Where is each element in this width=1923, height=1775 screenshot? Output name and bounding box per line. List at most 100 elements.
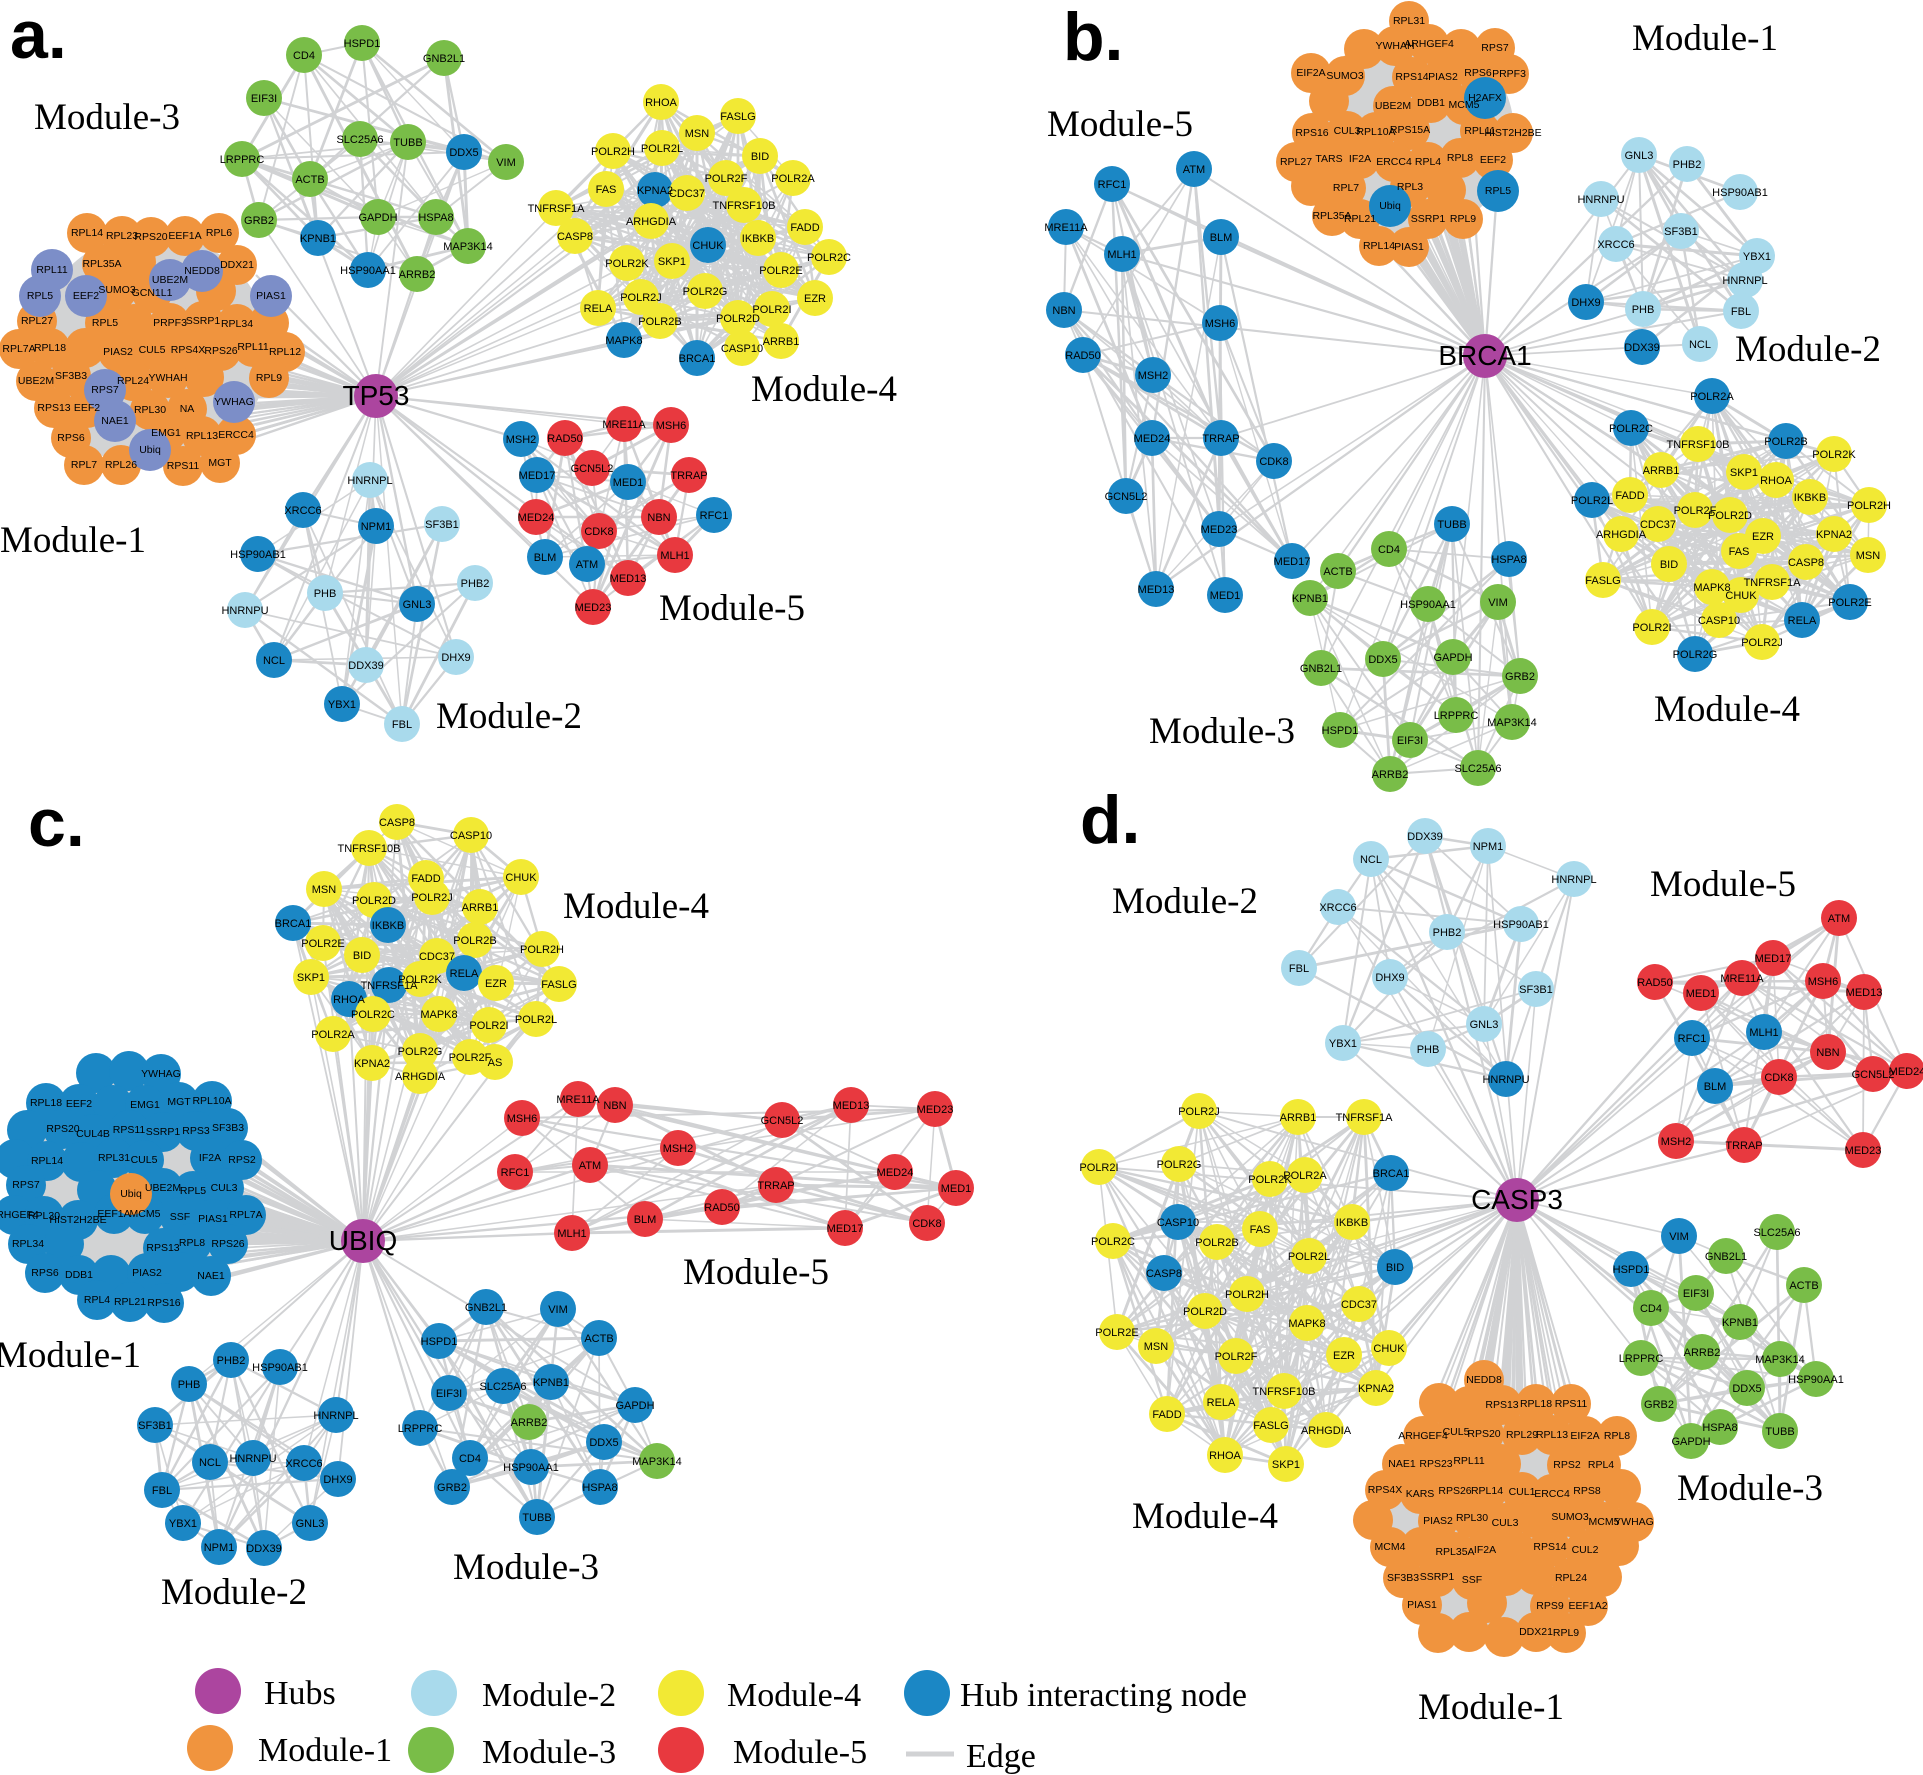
svg-text:GNL3: GNL3 <box>296 1518 325 1530</box>
svg-text:RPL8: RPL8 <box>1604 1430 1630 1442</box>
svg-text:RPS16: RPS16 <box>147 1297 180 1309</box>
svg-text:RPL35A: RPL35A <box>1312 210 1351 222</box>
svg-text:POLR2G: POLR2G <box>1157 1159 1202 1171</box>
svg-text:CASP3: CASP3 <box>1471 1184 1563 1215</box>
svg-text:PIAS2: PIAS2 <box>1423 1515 1453 1527</box>
svg-text:Module-2: Module-2 <box>482 1677 616 1714</box>
svg-text:Module-3: Module-3 <box>1677 1468 1823 1509</box>
svg-text:POLR2A: POLR2A <box>771 173 815 185</box>
svg-text:Ubiq: Ubiq <box>1379 200 1401 212</box>
svg-text:MGT: MGT <box>167 1096 191 1108</box>
svg-text:SSRP1: SSRP1 <box>146 1126 181 1138</box>
svg-text:ARRB2: ARRB2 <box>1684 1347 1721 1359</box>
svg-text:TUBB: TUBB <box>1437 519 1466 531</box>
svg-text:UBE2M: UBE2M <box>152 274 188 286</box>
svg-text:MED13: MED13 <box>1846 987 1883 999</box>
svg-text:RPL4: RPL4 <box>1588 1459 1614 1471</box>
svg-text:YBX1: YBX1 <box>328 699 356 711</box>
svg-text:HSPD1: HSPD1 <box>1613 1264 1650 1276</box>
svg-text:RPL29: RPL29 <box>1506 1429 1538 1441</box>
svg-text:FASLG: FASLG <box>541 979 576 991</box>
svg-text:EMG1: EMG1 <box>130 1099 160 1111</box>
svg-text:CDC37: CDC37 <box>1341 1299 1377 1311</box>
svg-text:MED24: MED24 <box>518 512 555 524</box>
svg-text:SSRP1: SSRP1 <box>1420 1571 1455 1583</box>
svg-text:MAP3K14: MAP3K14 <box>632 1456 682 1468</box>
svg-text:RPL34: RPL34 <box>221 318 253 330</box>
svg-text:UBE2M: UBE2M <box>145 1182 181 1194</box>
svg-text:CHUK: CHUK <box>1373 1343 1405 1355</box>
svg-text:GNL3: GNL3 <box>1625 150 1654 162</box>
svg-text:RPL31: RPL31 <box>98 1152 130 1164</box>
svg-text:POLR2F: POLR2F <box>449 1052 492 1064</box>
svg-text:ARHGDIA: ARHGDIA <box>626 216 677 228</box>
svg-text:POLR2E: POLR2E <box>759 265 802 277</box>
svg-text:POLR2B: POLR2B <box>453 935 496 947</box>
svg-text:CASP8: CASP8 <box>557 231 593 243</box>
svg-text:MED17: MED17 <box>1274 556 1311 568</box>
svg-text:SF3B1: SF3B1 <box>425 519 459 531</box>
svg-text:RPS13: RPS13 <box>37 402 70 414</box>
svg-text:RPL21: RPL21 <box>1344 213 1376 225</box>
svg-text:CDC37: CDC37 <box>669 188 705 200</box>
svg-text:MCM5: MCM5 <box>130 1208 161 1220</box>
svg-text:RELA: RELA <box>584 303 613 315</box>
svg-text:POLR2D: POLR2D <box>1183 1306 1227 1318</box>
svg-text:POLR2F: POLR2F <box>705 173 748 185</box>
svg-text:SF3B1: SF3B1 <box>1664 226 1698 238</box>
svg-text:RPL18: RPL18 <box>34 342 66 354</box>
svg-text:DDX5: DDX5 <box>449 147 478 159</box>
svg-text:RPL3: RPL3 <box>1397 181 1423 193</box>
svg-text:FBL: FBL <box>1289 963 1309 975</box>
svg-text:BLM: BLM <box>1210 232 1233 244</box>
svg-text:NCL: NCL <box>199 1457 221 1469</box>
svg-text:RPS3: RPS3 <box>182 1125 210 1137</box>
svg-text:GCN5L2: GCN5L2 <box>571 463 614 475</box>
svg-text:BRCA1: BRCA1 <box>1373 1168 1410 1180</box>
svg-text:EEF1A2: EEF1A2 <box>1568 1600 1607 1612</box>
svg-text:TNFRSF10B: TNFRSF10B <box>713 200 776 212</box>
svg-text:IKBKB: IKBKB <box>742 233 774 245</box>
svg-text:CASP10: CASP10 <box>450 830 492 842</box>
svg-text:BLM: BLM <box>534 552 557 564</box>
svg-text:ERCC4: ERCC4 <box>218 429 254 441</box>
svg-text:FAS: FAS <box>1729 546 1750 558</box>
svg-text:RPL27: RPL27 <box>21 315 53 327</box>
svg-text:d.: d. <box>1080 782 1140 858</box>
svg-text:CHUK: CHUK <box>1725 590 1757 602</box>
svg-text:HNRNPL: HNRNPL <box>313 1410 358 1422</box>
svg-text:MED24: MED24 <box>877 1167 914 1179</box>
svg-text:Module-2: Module-2 <box>1735 329 1881 370</box>
svg-text:RPL27: RPL27 <box>1280 156 1312 168</box>
svg-text:BID: BID <box>751 151 769 163</box>
svg-text:POLR2L: POLR2L <box>641 143 683 155</box>
svg-text:RPL11: RPL11 <box>237 341 268 353</box>
svg-text:HSP90AB1: HSP90AB1 <box>1493 919 1549 931</box>
svg-text:POLR2B: POLR2B <box>1764 436 1807 448</box>
svg-text:MSH2: MSH2 <box>663 1143 694 1155</box>
svg-text:RPL18: RPL18 <box>30 1097 62 1109</box>
svg-text:MED1: MED1 <box>941 1183 972 1195</box>
svg-text:DHX9: DHX9 <box>323 1474 352 1486</box>
svg-text:RPL7A: RPL7A <box>2 343 35 355</box>
svg-text:RPS23: RPS23 <box>1419 1458 1452 1470</box>
svg-text:DHX9: DHX9 <box>441 652 470 664</box>
svg-text:POLR2H: POLR2H <box>520 944 564 956</box>
svg-text:POLR2G: POLR2G <box>398 1046 443 1058</box>
svg-text:CD4: CD4 <box>459 1453 481 1465</box>
svg-text:RELA: RELA <box>450 968 479 980</box>
svg-text:Module-2: Module-2 <box>1112 881 1258 922</box>
svg-text:MAP3K14: MAP3K14 <box>1755 1354 1805 1366</box>
svg-text:KPNB1: KPNB1 <box>533 1377 569 1389</box>
svg-text:DHX9: DHX9 <box>1375 972 1404 984</box>
svg-text:Module-4: Module-4 <box>1654 689 1800 730</box>
svg-text:RPL5: RPL5 <box>92 317 118 329</box>
svg-text:RPS6: RPS6 <box>1464 67 1492 79</box>
svg-text:YBX1: YBX1 <box>1329 1038 1357 1050</box>
svg-text:GNB2L1: GNB2L1 <box>423 53 465 65</box>
svg-text:GNB2L1: GNB2L1 <box>1300 663 1342 675</box>
svg-text:CDC37: CDC37 <box>1640 519 1676 531</box>
svg-text:POLR2I: POLR2I <box>1079 1162 1118 1174</box>
svg-text:Module-3: Module-3 <box>1149 711 1295 752</box>
svg-text:HNRNPL: HNRNPL <box>1722 275 1767 287</box>
